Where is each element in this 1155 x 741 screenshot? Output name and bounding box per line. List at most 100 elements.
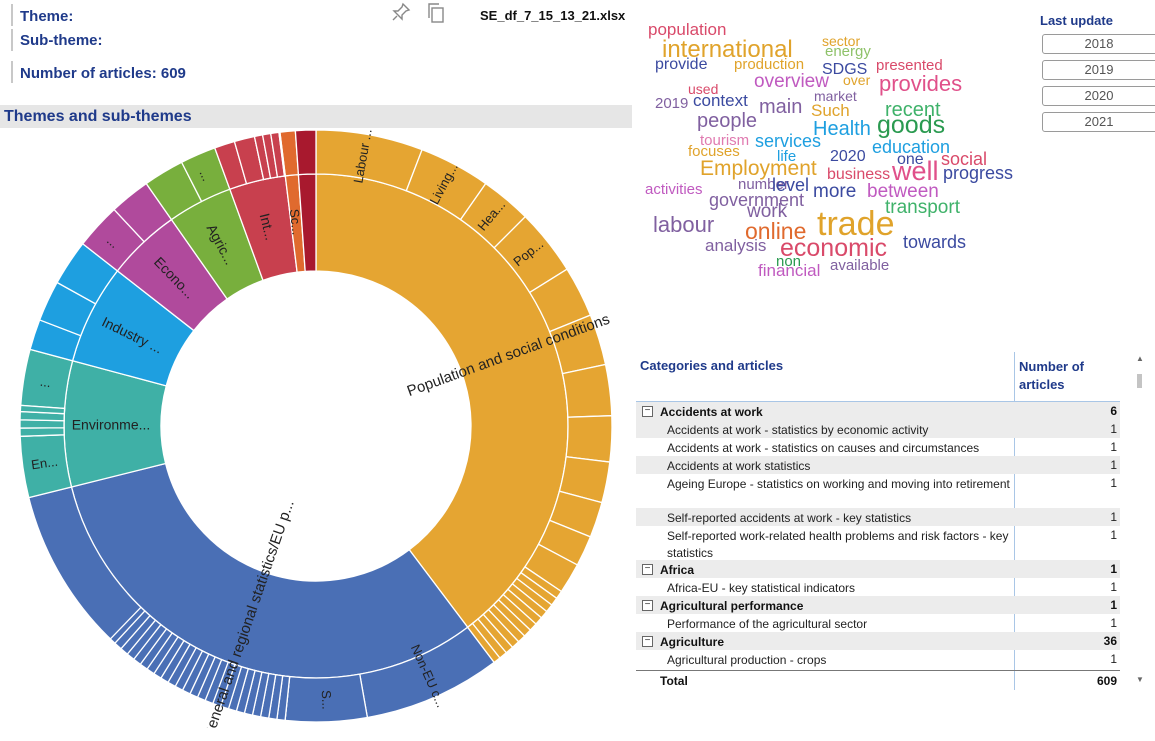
word-cloud-word: analysis — [705, 236, 766, 255]
subtheme-sliver[interactable] — [109, 606, 146, 645]
word-cloud-word: number — [738, 176, 789, 193]
table-group-row[interactable]: − Agricultural performance 1 — [636, 596, 1120, 614]
word-cloud-word: people — [697, 110, 757, 132]
table-row[interactable]: Ageing Europe - statistics on working an… — [636, 474, 1120, 508]
group-label: Agricultural performance — [660, 599, 804, 613]
scroll-up-icon[interactable]: ▲ — [1136, 354, 1144, 363]
word-cloud-word: more — [813, 181, 856, 202]
word-cloud-word: context — [693, 91, 748, 110]
subtheme-sliver[interactable] — [19, 404, 66, 415]
word-cloud-word: provide — [655, 56, 708, 73]
table-row[interactable]: Self-reported accidents at work - key st… — [636, 508, 1120, 526]
table-row[interactable]: Accidents at work statistics 1 — [636, 456, 1120, 474]
group-label: Accidents at work — [660, 405, 763, 419]
year-2020-button[interactable]: 2020 — [1042, 86, 1155, 106]
group-label: Agriculture — [660, 635, 725, 649]
column-header-categories[interactable]: Categories and articles — [640, 358, 784, 373]
scroll-thumb[interactable] — [1137, 374, 1142, 388]
column-header-count[interactable]: Number of articles — [1019, 359, 1084, 392]
table-row[interactable]: Africa-EU - key statistical indicators 1 — [636, 578, 1120, 596]
article-label: Accidents at work - statistics by econom… — [667, 423, 929, 437]
word-cloud-word: level — [772, 175, 809, 195]
word-cloud-word: financial — [758, 261, 820, 280]
subtheme-segment[interactable] — [561, 363, 613, 418]
theme-divider — [11, 4, 13, 26]
total-label: Total — [660, 674, 688, 688]
year-2021-button[interactable]: 2021 — [1042, 112, 1155, 132]
year-2018-button[interactable]: 2018 — [1042, 34, 1155, 54]
article-count: 1 — [1110, 528, 1117, 542]
article-count: 1 — [1110, 458, 1117, 472]
themes-sunburst-chart[interactable]: Population and social conditionsGeneral … — [0, 128, 632, 728]
word-cloud-word: overview — [754, 71, 829, 92]
table-row[interactable]: Performance of the agricultural sector 1 — [636, 614, 1120, 632]
article-label: Performance of the agricultural sector — [667, 617, 868, 631]
word-cloud-word: 2020 — [830, 148, 866, 165]
categories-table: Categories and articles Number of articl… — [636, 352, 1144, 692]
collapse-toggle-icon[interactable]: − — [642, 600, 653, 611]
section-title: Themes and sub-themes — [0, 105, 632, 128]
table-scrollbar[interactable]: ▲ ▼ — [1136, 354, 1144, 684]
article-count: 1 — [1110, 652, 1117, 666]
article-count: 1 — [1110, 422, 1117, 436]
word-cloud-word: online — [745, 218, 806, 244]
scroll-down-icon[interactable]: ▼ — [1136, 675, 1144, 684]
subtheme-divider — [11, 29, 13, 51]
copy-icon[interactable] — [425, 2, 447, 24]
group-label: Africa — [660, 563, 695, 577]
article-count: 6 — [1110, 404, 1117, 418]
table-group-row[interactable]: − Accidents at work 6 — [636, 402, 1120, 420]
word-cloud-word: between — [867, 181, 939, 202]
file-name: SE_df_7_15_13_21.xlsx — [480, 8, 626, 23]
word-cloud-word: progress — [943, 163, 1013, 183]
article-count: 1 — [1110, 510, 1117, 524]
word-cloud-word: Health — [813, 118, 871, 140]
word-cloud-word: production — [734, 56, 804, 73]
word-cloud-word: one — [897, 151, 924, 168]
theme-label: Theme: — [20, 8, 74, 25]
article-count: 1 — [1110, 616, 1117, 630]
subtheme-segment[interactable] — [294, 129, 317, 176]
table-row[interactable]: Accidents at work - statistics on causes… — [636, 438, 1120, 456]
article-count: 1 — [1110, 476, 1117, 490]
pin-icon[interactable] — [390, 2, 412, 24]
word-cloud-word: towards — [903, 232, 966, 252]
table-row[interactable]: Self-reported work-related health proble… — [636, 526, 1120, 560]
word-cloud-word: 2019 — [655, 95, 688, 112]
word-cloud-word: presented — [876, 57, 943, 74]
subtheme-segment[interactable] — [565, 414, 613, 463]
collapse-toggle-icon[interactable]: − — [642, 636, 653, 647]
table-row[interactable]: Agricultural production - crops 1 — [636, 650, 1120, 668]
word-cloud-word: labour — [653, 212, 714, 237]
collapse-toggle-icon[interactable]: − — [642, 564, 653, 575]
word-cloud-word: main — [759, 96, 802, 118]
word-cloud-word: activities — [645, 181, 703, 198]
subtheme-label: S... — [319, 690, 335, 710]
total-value: 609 — [1096, 674, 1117, 688]
word-cloud-word: social — [941, 149, 987, 169]
article-count: 36 — [1103, 634, 1117, 648]
table-row[interactable]: Accidents at work - statistics by econom… — [636, 420, 1120, 438]
word-cloud-word: education — [872, 137, 950, 157]
word-cloud-word: life — [777, 148, 796, 165]
article-label: Accidents at work statistics — [667, 459, 811, 473]
word-cloud-word: SDGS — [822, 61, 867, 78]
subtheme-label: Sub-theme: — [20, 32, 103, 49]
subtheme-sliver[interactable] — [278, 131, 287, 177]
table-group-row[interactable]: − Agriculture 36 — [636, 632, 1120, 650]
subtheme-sliver[interactable] — [466, 622, 501, 664]
subtheme-label: ... — [39, 374, 52, 391]
word-cloud-word: used — [688, 81, 718, 97]
article-label: Africa-EU - key statistical indicators — [667, 581, 856, 595]
article-label: Ageing Europe - statistics on working an… — [667, 477, 1010, 491]
year-2019-button[interactable]: 2019 — [1042, 60, 1155, 80]
table-group-row[interactable]: − Africa 1 — [636, 560, 1120, 578]
word-cloud-word: transport — [885, 197, 961, 218]
word-cloud-word: market — [814, 88, 857, 104]
word-cloud-word: sector — [822, 33, 860, 49]
article-label: Agricultural production - crops — [667, 653, 827, 667]
subtheme-sliver[interactable] — [19, 427, 65, 438]
collapse-toggle-icon[interactable]: − — [642, 406, 653, 417]
word-cloud-word: non — [776, 253, 801, 270]
